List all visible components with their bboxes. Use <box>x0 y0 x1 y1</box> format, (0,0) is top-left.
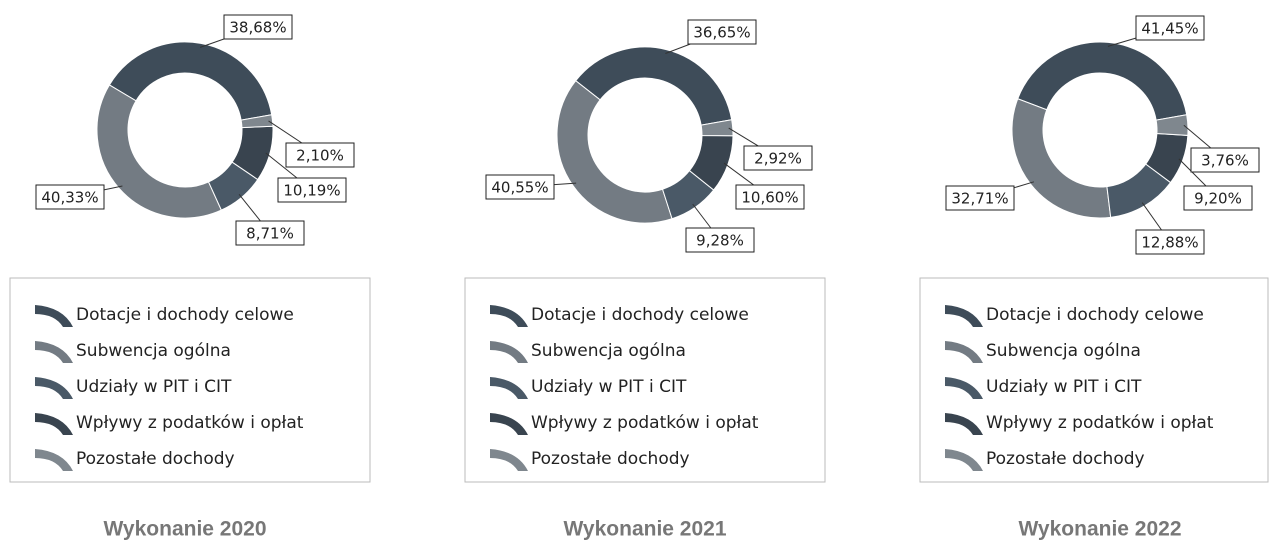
legend-label: Wpływy z podatków i opłat <box>76 413 304 433</box>
donut-segment <box>661 169 715 220</box>
donut-segment <box>1145 132 1189 184</box>
donut-segment <box>96 84 223 219</box>
value-label-box <box>1135 15 1205 41</box>
legend-label: Pozostałe dochody <box>531 449 690 469</box>
legend-label: Dotacje i dochody celowe <box>531 305 749 325</box>
value-label-box <box>685 227 755 253</box>
value-label-box <box>1135 229 1205 255</box>
value-label-box <box>743 145 813 171</box>
legend-label: Pozostałe dochody <box>986 449 1145 469</box>
donut-segment <box>575 46 733 126</box>
value-label-box <box>235 220 305 246</box>
donut-segment <box>688 135 734 191</box>
legend-label: Pozostałe dochody <box>76 449 235 469</box>
donut-segment <box>1106 163 1172 218</box>
legend-label: Dotacje i dochody celowe <box>986 305 1204 325</box>
value-label: 10,60% <box>741 189 798 207</box>
value-label: 2,10% <box>296 147 344 165</box>
value-label-box <box>35 184 105 210</box>
value-label: 12,88% <box>1141 234 1198 252</box>
legend-box <box>464 277 826 483</box>
legend-label: Udziały w PIT i CIT <box>986 377 1142 397</box>
legend-label: Subwencja ogólna <box>531 341 686 361</box>
value-label-box <box>485 174 555 200</box>
legend-swatch <box>490 377 528 399</box>
value-label-box <box>945 185 1015 211</box>
legend-swatch <box>35 305 73 327</box>
legend-label: Subwencja ogólna <box>76 341 231 361</box>
legend-swatch <box>490 449 528 471</box>
donut-segment <box>1017 41 1188 121</box>
legend-swatch <box>35 341 73 363</box>
donut-segment <box>207 161 259 211</box>
legend-label: Subwencja ogólna <box>986 341 1141 361</box>
legend-label: Udziały w PIT i CIT <box>76 377 232 397</box>
legend-swatch <box>490 413 528 435</box>
value-label: 9,28% <box>696 232 744 250</box>
value-label: 8,71% <box>246 225 294 243</box>
value-label-box <box>277 177 347 203</box>
value-label-box <box>1183 185 1253 211</box>
legend-label: Dotacje i dochody celowe <box>76 305 294 325</box>
legend-label: Wpływy z podatków i opłat <box>531 413 759 433</box>
legend-swatch <box>490 341 528 363</box>
legend-swatch <box>945 377 983 399</box>
legend-swatch <box>945 449 983 471</box>
value-label: 40,55% <box>491 179 548 197</box>
value-label: 38,68% <box>229 19 286 37</box>
value-label: 41,45% <box>1141 20 1198 38</box>
value-label-box <box>735 184 805 210</box>
legend-swatch <box>945 341 983 363</box>
donut-segment <box>556 80 673 224</box>
legend-swatch <box>945 305 983 327</box>
legend-label: Udziały w PIT i CIT <box>531 377 687 397</box>
donut-segment <box>1155 114 1189 136</box>
legend-swatch <box>35 413 73 435</box>
legend-label: Wpływy z podatków i opłat <box>986 413 1214 433</box>
legend-box <box>9 277 371 483</box>
value-label: 3,76% <box>1201 152 1249 170</box>
legend-swatch <box>35 377 73 399</box>
donut-segment <box>240 114 274 129</box>
chart-title: Wykonanie 2022 <box>1018 518 1181 541</box>
value-label: 36,65% <box>693 24 750 42</box>
value-label-box <box>687 19 757 45</box>
legend-swatch <box>490 305 528 327</box>
legend-swatch <box>35 449 73 471</box>
donut-segment <box>1011 98 1112 219</box>
legend-swatch <box>945 413 983 435</box>
value-label: 10,19% <box>283 182 340 200</box>
legend-box <box>919 277 1269 483</box>
value-label-box <box>285 142 355 168</box>
value-label-box <box>223 14 293 40</box>
value-label: 9,20% <box>1194 190 1242 208</box>
chart-title: Wykonanie 2020 <box>103 518 266 541</box>
value-label-box <box>1190 147 1260 173</box>
value-label: 32,71% <box>951 190 1008 208</box>
chart-title: Wykonanie 2021 <box>563 518 726 541</box>
value-label: 40,33% <box>41 189 98 207</box>
donut-segment <box>700 119 734 137</box>
donut-segment <box>108 41 273 121</box>
donut-segment <box>231 125 274 181</box>
value-label: 2,92% <box>754 150 802 168</box>
